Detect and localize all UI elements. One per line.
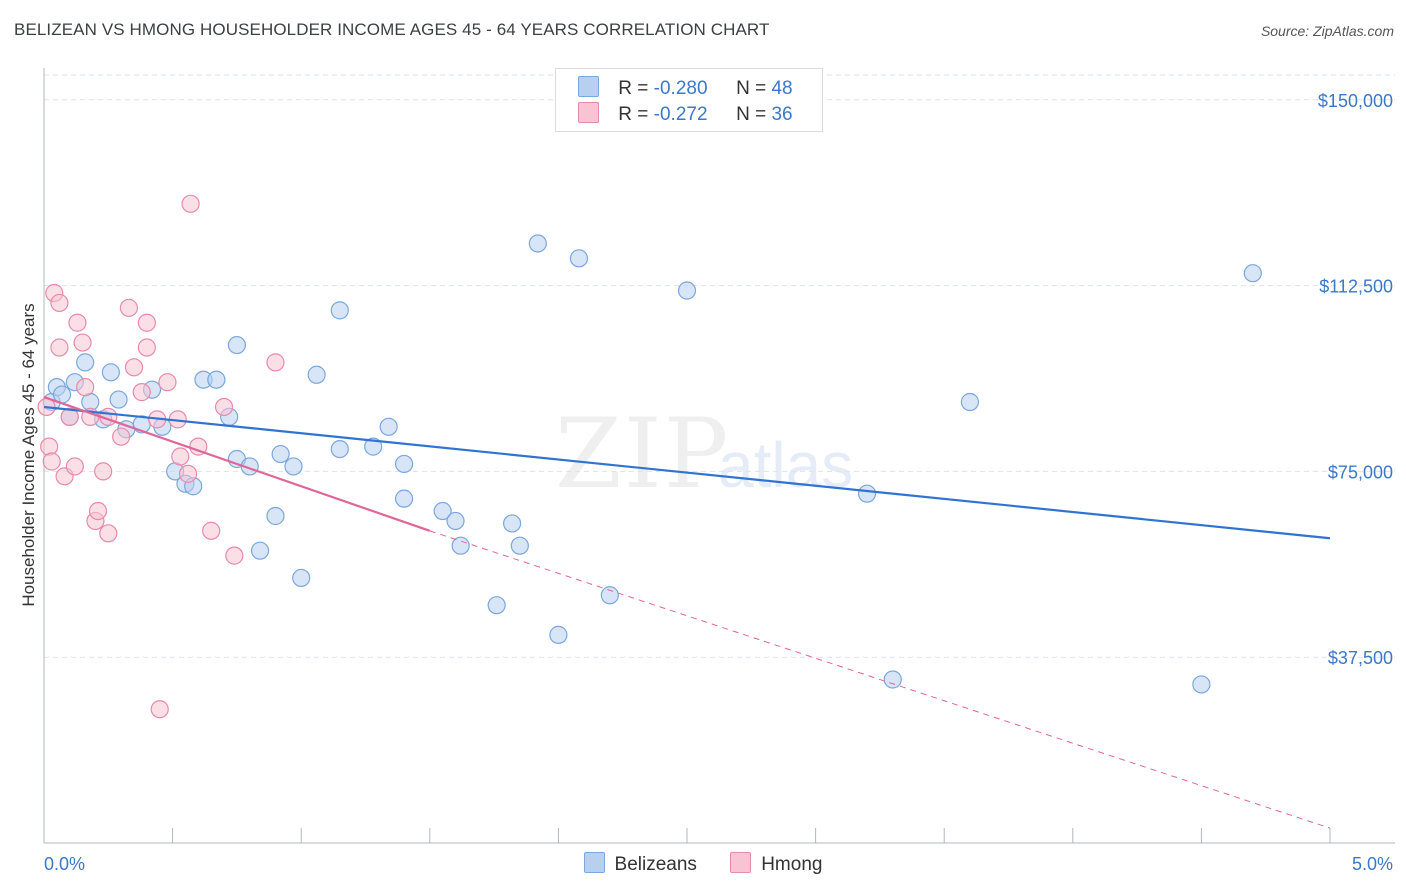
legend-row-belizeans: R = -0.280 N = 48 bbox=[578, 76, 793, 100]
legend-r-value: -0.280 bbox=[653, 78, 708, 99]
hmong-point bbox=[42, 452, 61, 471]
belizean-point bbox=[101, 363, 120, 382]
x-tick-label: 5.0% bbox=[1352, 854, 1393, 874]
hmong-point bbox=[178, 464, 198, 483]
hmong-point bbox=[88, 501, 108, 521]
legend-n-label: N = bbox=[736, 104, 772, 125]
hmong-point bbox=[137, 313, 156, 332]
belizean-point bbox=[503, 514, 522, 533]
belizean-point bbox=[1192, 675, 1211, 694]
watermark-zip: ZIP bbox=[555, 398, 731, 510]
hmong-point bbox=[225, 546, 244, 565]
hmong-point bbox=[65, 457, 84, 476]
belizean-point bbox=[330, 439, 349, 459]
belizean-point bbox=[76, 353, 95, 372]
hmong-point bbox=[94, 462, 113, 481]
legend-item-hmong: Hmong bbox=[730, 852, 822, 876]
legend-n-value: 36 bbox=[771, 104, 793, 125]
hmong-point bbox=[171, 447, 190, 466]
belizean-point bbox=[960, 392, 980, 412]
legend-r-label: R = bbox=[618, 104, 654, 125]
belizean-point bbox=[451, 536, 470, 555]
hmong-point bbox=[50, 293, 69, 313]
belizean-point bbox=[271, 444, 290, 464]
belizean-point bbox=[394, 454, 414, 474]
correlation-legend: R = -0.280 N = 48 R = -0.272 N = 36 bbox=[555, 68, 823, 132]
belizean-point bbox=[883, 670, 902, 689]
hmong-trend-line bbox=[43, 396, 431, 532]
belizean-point bbox=[109, 390, 128, 409]
hmong-point bbox=[124, 358, 144, 377]
hmong-trend-extension bbox=[429, 530, 1331, 829]
belizean-point bbox=[250, 541, 270, 560]
belizean-point bbox=[510, 536, 529, 555]
hmong-point bbox=[119, 298, 138, 317]
hmong-point bbox=[266, 353, 285, 372]
legend-r-label: R = bbox=[618, 78, 654, 99]
hmong-point bbox=[40, 437, 59, 456]
hmong-point bbox=[73, 333, 92, 352]
hmong-point bbox=[137, 338, 156, 357]
legend-n-value: 48 bbox=[771, 78, 793, 99]
hmong-point bbox=[158, 373, 177, 392]
belizean-point bbox=[292, 568, 311, 588]
hmong-point bbox=[214, 397, 234, 417]
hmong-point bbox=[76, 378, 95, 397]
legend-item-belizeans: Belizeans bbox=[583, 852, 697, 876]
legend-label-belizeans: Belizeans bbox=[614, 854, 697, 875]
chart-source: Source: ZipAtlas.com bbox=[1260, 23, 1394, 39]
hmong-point bbox=[181, 194, 200, 213]
legend-label-hmong: Hmong bbox=[761, 854, 823, 875]
legend-n-label: N = bbox=[736, 78, 772, 99]
belizean-point bbox=[207, 370, 226, 389]
belizean-point bbox=[307, 365, 326, 384]
belizeans-legend-swatch bbox=[583, 852, 605, 873]
belizean-point bbox=[433, 501, 452, 521]
y-tick-label: $37,500 bbox=[1328, 648, 1393, 668]
belizean-point bbox=[857, 484, 877, 503]
belizean-point bbox=[528, 234, 547, 253]
hmong-point bbox=[150, 700, 169, 719]
belizean-point bbox=[677, 281, 697, 300]
x-tick-label: 0.0% bbox=[44, 854, 85, 874]
belizean-point bbox=[379, 417, 398, 436]
y-tick-label: $150,000 bbox=[1318, 91, 1393, 111]
hmong-swatch bbox=[578, 102, 599, 123]
y-tick-label: $75,000 bbox=[1328, 462, 1393, 482]
belizean-point bbox=[394, 489, 414, 508]
belizean-point bbox=[600, 586, 619, 605]
belizean-point bbox=[330, 301, 349, 320]
watermark-atlas: atlas bbox=[718, 429, 854, 501]
legend-r-value: -0.272 bbox=[653, 104, 708, 125]
belizean-point bbox=[446, 511, 465, 531]
belizean-point bbox=[569, 249, 589, 268]
hmong-point bbox=[68, 313, 87, 332]
legend-row-hmong: R = -0.272 N = 36 bbox=[578, 102, 793, 126]
belizean-point bbox=[549, 625, 568, 644]
belizeans-swatch bbox=[578, 76, 599, 97]
hmong-point bbox=[50, 338, 69, 357]
hmong-point bbox=[112, 427, 131, 446]
series-legend: Belizeans Hmong bbox=[0, 852, 1406, 876]
hmong-point bbox=[202, 521, 221, 540]
belizean-point bbox=[227, 335, 246, 355]
hmong-point bbox=[60, 407, 79, 426]
hmong-point bbox=[99, 524, 118, 543]
belizean-point bbox=[364, 437, 383, 456]
belizean-point bbox=[266, 506, 285, 526]
hmong-point bbox=[132, 383, 151, 402]
chart-title: BELIZEAN VS HMONG HOUSEHOLDER INCOME AGE… bbox=[14, 20, 770, 39]
belizean-point bbox=[284, 457, 303, 476]
belizean-point bbox=[487, 596, 506, 615]
hmong-legend-swatch bbox=[730, 852, 752, 873]
y-tick-label: $112,500 bbox=[1319, 277, 1393, 297]
belizean-trend-line bbox=[43, 405, 1331, 540]
belizean-point bbox=[1243, 264, 1262, 283]
